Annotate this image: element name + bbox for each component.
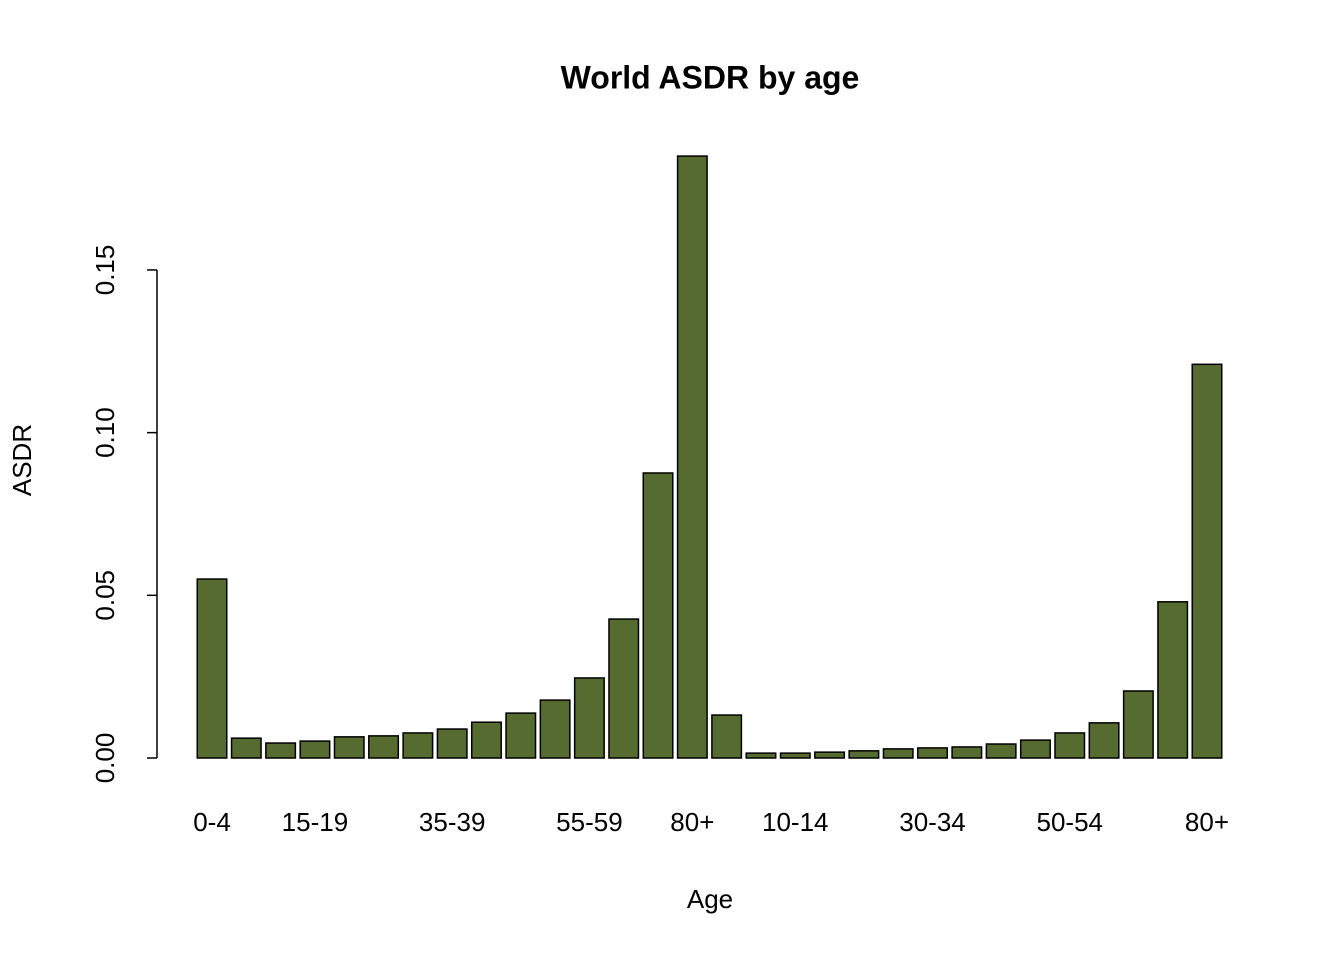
bar: [1019, 739, 1051, 759]
x-tick-label: 50-54: [1037, 807, 1104, 837]
y-axis-label: ASDR: [7, 424, 37, 496]
bar: [265, 742, 297, 759]
bar: [402, 732, 434, 759]
x-tick-label: 15-19: [282, 807, 349, 837]
x-tick-label: 35-39: [419, 807, 486, 837]
x-tick-label: 55-59: [556, 807, 623, 837]
bar: [1054, 732, 1086, 759]
bar: [882, 748, 914, 759]
x-axis-label: Age: [687, 884, 733, 914]
bar: [573, 677, 605, 759]
y-tick-label: 0.15: [90, 245, 120, 296]
bar: [985, 743, 1017, 759]
x-tick-label: 30-34: [899, 807, 966, 837]
bar: [299, 740, 331, 759]
bar: [1088, 722, 1120, 759]
bar: [642, 472, 674, 759]
x-tick-label: 10-14: [762, 807, 829, 837]
bar: [848, 750, 880, 759]
bar: [814, 751, 846, 759]
bar: [196, 578, 228, 759]
bar: [505, 712, 537, 759]
chart-title: World ASDR by age: [561, 59, 860, 95]
bar: [539, 699, 571, 759]
x-tick-label: 0-4: [193, 807, 231, 837]
bar: [951, 746, 983, 759]
y-tick-label: 0.00: [90, 733, 120, 784]
bar: [745, 752, 777, 759]
y-tick-label: 0.10: [90, 407, 120, 458]
y-tick-label: 0.05: [90, 570, 120, 621]
bar: [333, 736, 365, 759]
bar: [368, 735, 400, 759]
bar: [779, 752, 811, 759]
bar: [676, 155, 708, 759]
bar: [230, 737, 262, 759]
bar: [1191, 363, 1223, 759]
bar: [608, 618, 640, 759]
x-tick-label: 80+: [670, 807, 714, 837]
bar: [1157, 601, 1189, 759]
bar: [1122, 690, 1154, 759]
bar: [470, 721, 502, 759]
bar: [917, 747, 949, 759]
bar: [711, 714, 743, 759]
x-tick-label: 80+: [1185, 807, 1229, 837]
bar: [436, 728, 468, 759]
